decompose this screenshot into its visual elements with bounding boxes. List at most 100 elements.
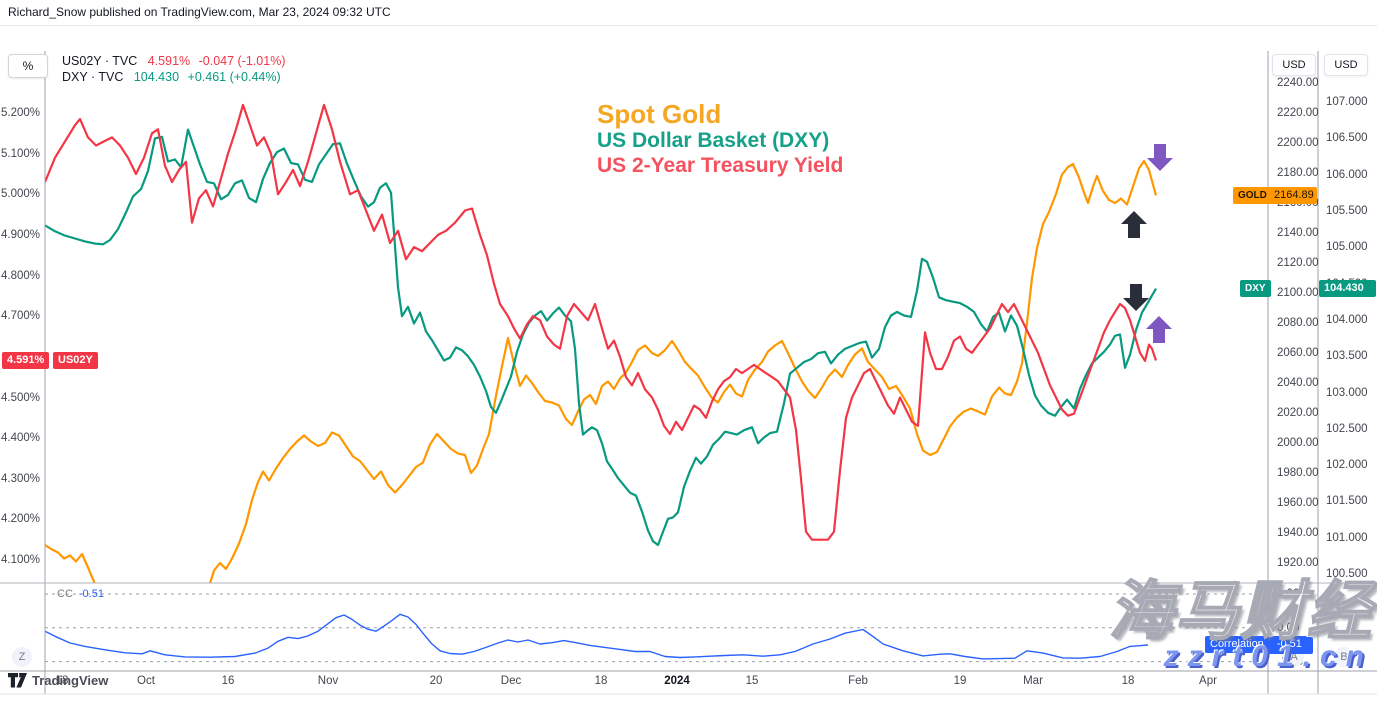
axis-tick-label: 2120.00	[1277, 257, 1319, 269]
time-axis-label: 16	[221, 675, 235, 687]
percent-scale-button[interactable]: %	[8, 54, 48, 78]
time-axis-label: 18	[594, 675, 608, 687]
us02y-price-label: 4.591%	[2, 352, 50, 369]
correlation-value-pill: -0.51	[1271, 636, 1307, 653]
axis-tick-label: 0.00	[1277, 621, 1300, 634]
axis-tick-label: 2240.00	[1277, 77, 1319, 89]
footer: TradingView	[8, 673, 108, 688]
axis-tick-label: 2080.00	[1277, 317, 1319, 329]
axis-tick-label: 1960.00	[1277, 497, 1319, 509]
time-axis-label: 20	[429, 675, 443, 687]
down-arrow-annotation	[1123, 284, 1149, 311]
axis-tick-label: 2220.00	[1277, 107, 1319, 119]
series-dxy	[45, 128, 1157, 547]
axis-tick-label: 5.200%	[0, 107, 40, 119]
gold-price-label: 2164.89	[1269, 187, 1317, 205]
legend-change: -0.047 (-1.01%)	[198, 54, 286, 68]
cc-indicator-value: -0.51	[78, 588, 104, 600]
axis-tick-label: 2000.00	[1277, 437, 1319, 449]
legend: US02Y · TVC 4.591% -0.047 (-1.01%) DXY ·…	[62, 53, 286, 85]
up-arrow-annotation	[1146, 316, 1172, 343]
timezone-button[interactable]: Z	[12, 647, 32, 667]
time-axis-label: Apr	[1199, 675, 1217, 687]
time-axis-label: Feb	[848, 675, 868, 687]
chart-titles: Spot Gold US Dollar Basket (DXY) US 2-Ye…	[597, 100, 843, 177]
axis-tick-label: 101.500	[1326, 495, 1368, 508]
axis-tick-label: 102.500	[1326, 422, 1368, 435]
scale-b-button[interactable]: B	[1334, 647, 1354, 667]
cc-dashed-gridlines	[45, 593, 1268, 663]
legend-change: +0.461 (+0.44%)	[187, 70, 281, 84]
axis-tick-label: 4.500%	[0, 391, 40, 404]
price-series-lines	[45, 103, 1158, 583]
legend-symbol: DXY · TVC	[62, 70, 124, 84]
time-axis-label: Mar	[1023, 675, 1043, 687]
axis-tick-label: 105.500	[1326, 204, 1368, 217]
title-us2y: US 2-Year Treasury Yield	[597, 153, 844, 177]
axis-tick-label: 1920.00	[1277, 557, 1319, 569]
axis-tick-label: 100.500	[1326, 568, 1368, 580]
down-arrow-annotation	[1147, 144, 1173, 171]
axis-tick-label: 101.000	[1326, 531, 1368, 544]
axis-tick-label: 104.000	[1326, 313, 1368, 326]
axis-tick-label: 2140.00	[1277, 227, 1319, 239]
up-arrow-annotation	[1121, 211, 1147, 238]
axis-tick-label: 2100.00	[1277, 287, 1319, 299]
time-axis-label: 18	[1121, 675, 1135, 687]
time-axis-label: 15	[745, 675, 759, 687]
title-spot-gold: Spot Gold	[597, 99, 722, 129]
axis-tick-label: 1.00	[1277, 588, 1300, 600]
series-cc	[45, 613, 1149, 660]
correlation-name-pill: Correlation	[1205, 636, 1269, 653]
time-axis-label: Nov	[317, 675, 339, 687]
tradingview-logo-icon	[8, 673, 27, 688]
legend-symbol: US02Y · TVC	[62, 54, 138, 68]
axis-tick-label: 107.000	[1326, 96, 1368, 108]
axis-tick-label: 103.000	[1326, 386, 1368, 399]
time-axis-label: 19	[953, 675, 967, 687]
axis-tick-label: 1940.00	[1277, 527, 1319, 539]
axis-tick-label: 4.100%	[0, 554, 40, 566]
correlation-floating-label: Correlation -0.51	[1205, 636, 1307, 653]
legend-last-value: 4.591%	[147, 54, 191, 68]
axis-tick-label: 4.800%	[0, 269, 40, 282]
axis-tick-label: 5.000%	[0, 188, 40, 201]
series-gold	[45, 159, 1158, 583]
axis-tick-label: 2060.00	[1277, 347, 1319, 359]
gold-symbol-badge: GOLD	[1233, 187, 1272, 205]
axis-tick-label: 4.900%	[0, 228, 40, 241]
time-axis-label: 2024	[664, 675, 690, 687]
axis-tick-label: 4.700%	[0, 310, 40, 323]
legend-row-dxy[interactable]: DXY · TVC 104.430 +0.461 (+0.44%)	[62, 69, 286, 85]
cc-indicator-name: CC	[57, 588, 73, 600]
us02y-symbol-badge: US02Y	[53, 352, 98, 369]
dxy-axis-unit-button[interactable]: USD	[1324, 54, 1368, 76]
axis-tick-label: 2020.00	[1277, 407, 1319, 419]
axis-tick-label: 105.000	[1326, 241, 1368, 254]
cc-indicator-label[interactable]: CC -0.51	[57, 588, 104, 600]
axis-tick-label: 102.000	[1326, 459, 1368, 472]
gold-axis-unit-button[interactable]: USD	[1272, 54, 1316, 76]
chart-area: % US02Y · TVC 4.591% -0.047 (-1.01%) DXY…	[0, 25, 1377, 695]
legend-row-us02y[interactable]: US02Y · TVC 4.591% -0.047 (-1.01%)	[62, 53, 286, 69]
axis-tick-label: 103.500	[1326, 350, 1368, 363]
time-axis-label: Oct	[137, 675, 155, 687]
axis-tick-label: 5.100%	[0, 147, 40, 160]
axis-tick-label: 2180.00	[1277, 167, 1319, 179]
arrow-annotations	[1121, 144, 1173, 343]
legend-last-value: 104.430	[133, 70, 180, 84]
dxy-price-label: 104.430	[1319, 280, 1376, 298]
title-dxy: US Dollar Basket (DXY)	[597, 129, 830, 153]
publish-line: Richard_Snow published on TradingView.co…	[8, 5, 391, 19]
axis-tick-label: 4.200%	[0, 513, 40, 526]
axis-tick-label: 4.400%	[0, 432, 40, 445]
dxy-symbol-badge: DXY	[1240, 280, 1271, 298]
axis-tick-label: 4.300%	[0, 472, 40, 485]
axis-tick-label: 1980.00	[1277, 467, 1319, 479]
correlation-series-line	[45, 613, 1149, 660]
tradingview-brand-text[interactable]: TradingView	[32, 673, 109, 688]
time-axis-label: 18	[55, 675, 69, 687]
time-axis-label: Dec	[500, 675, 522, 687]
axis-tick-label: 2200.00	[1277, 137, 1319, 149]
axis-tick-label: 2040.00	[1277, 377, 1319, 389]
